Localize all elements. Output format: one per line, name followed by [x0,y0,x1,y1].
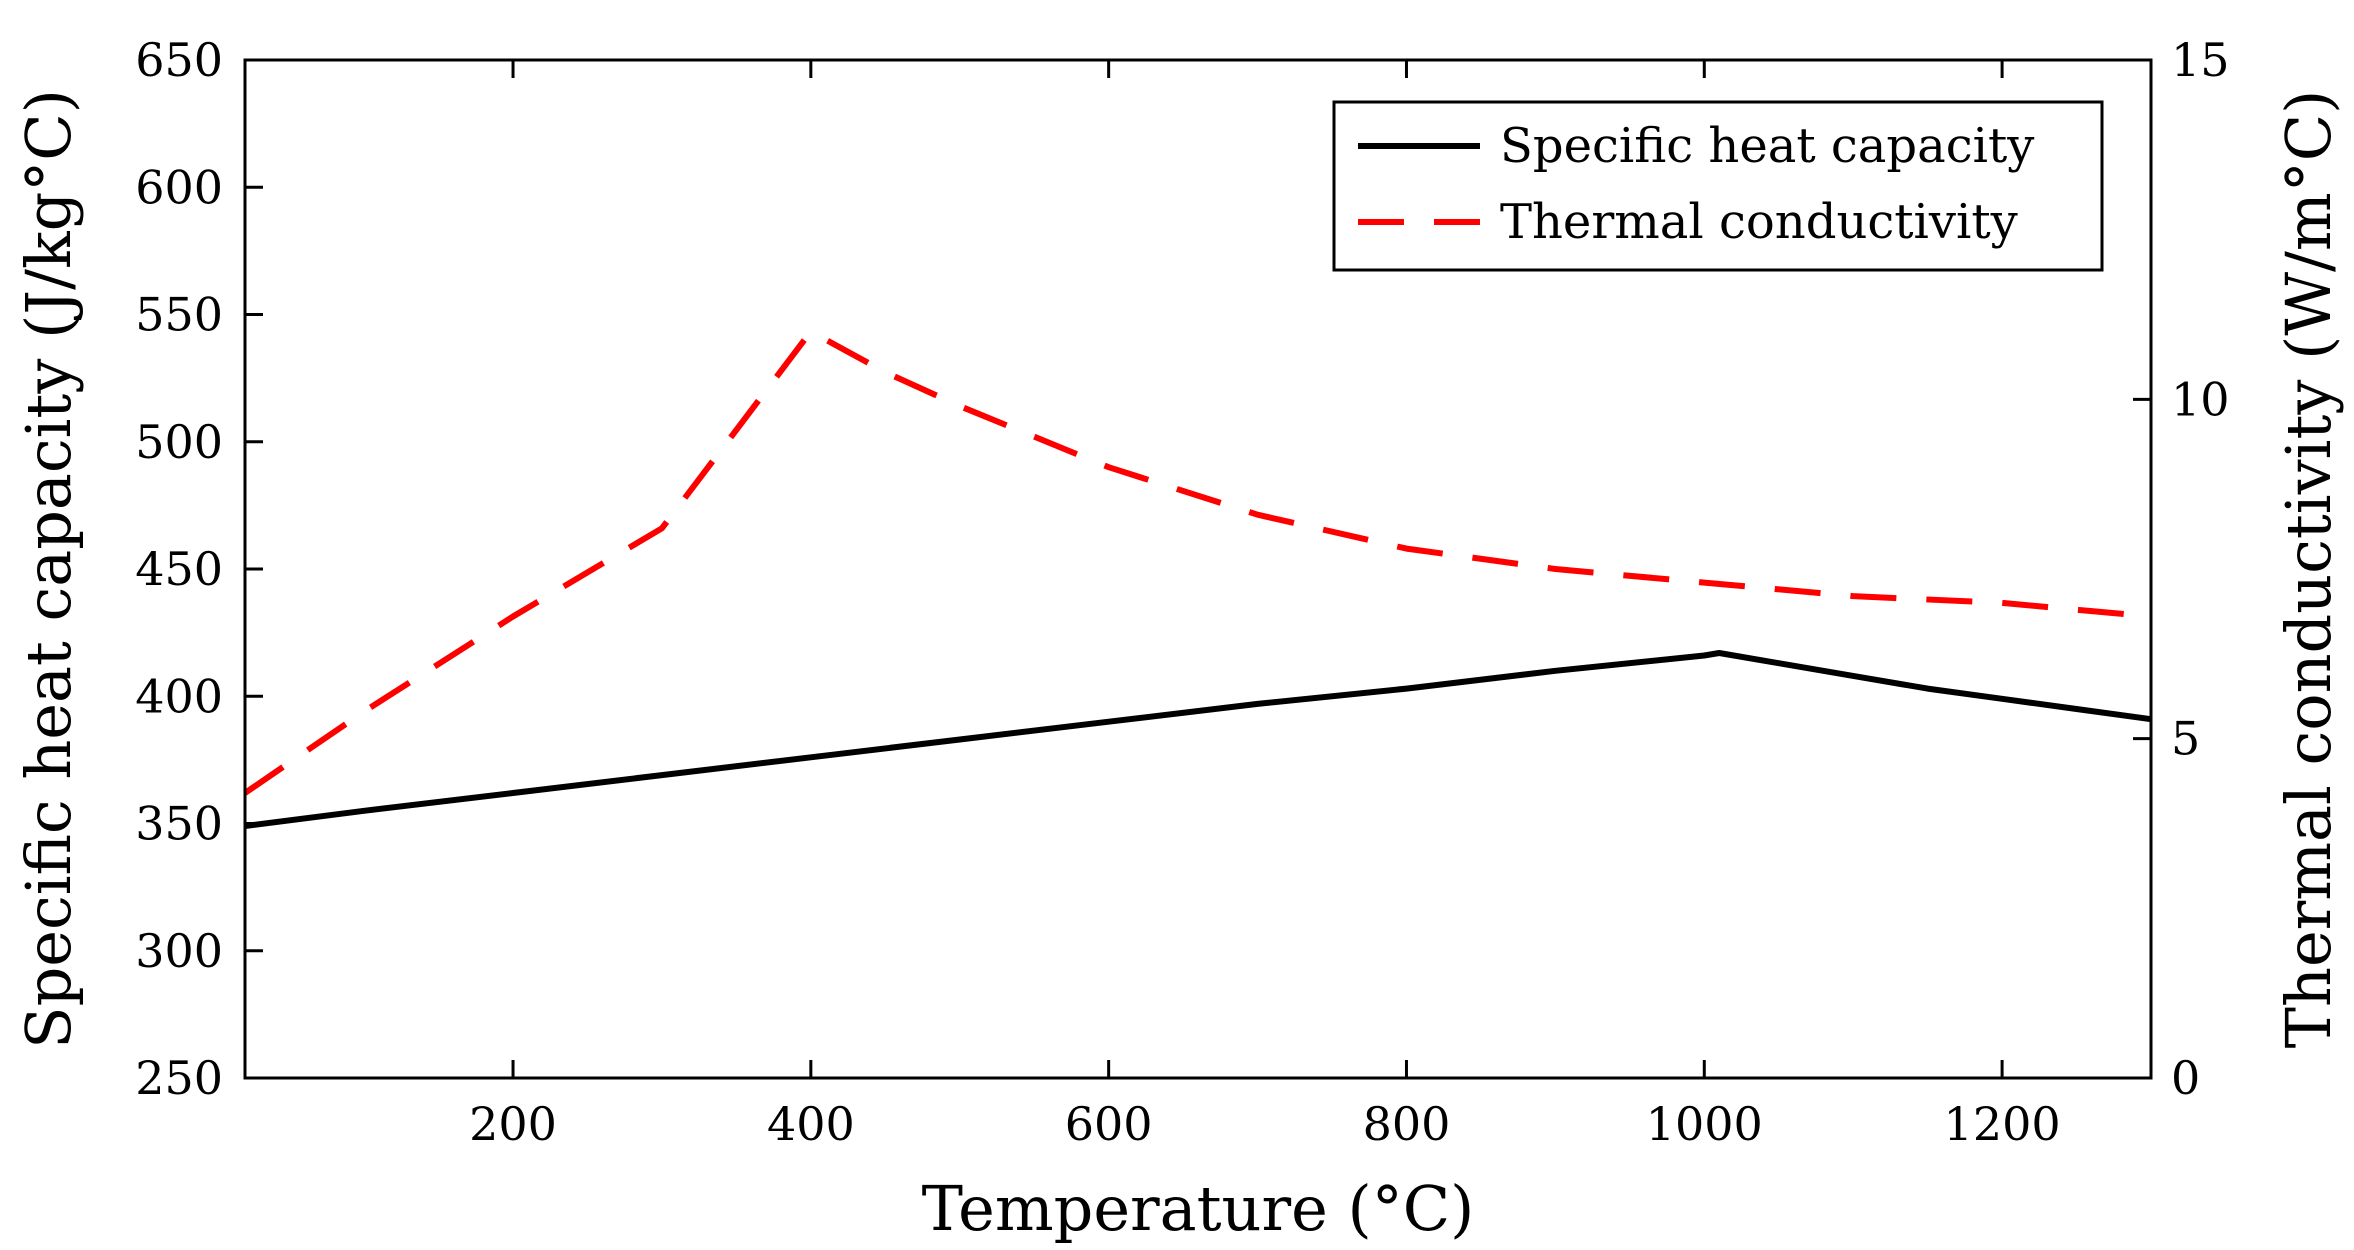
x-tick-label: 800 [1363,1097,1451,1151]
legend-label-specific-heat: Specific heat capacity [1500,118,2034,174]
ticks-layer: 200 400 600 800 1000 120025030035040045050055… [135,33,2229,1151]
y-left-tick-label: 650 [135,33,223,87]
legend: Specific heat capacity Thermal conductiv… [1332,100,2104,272]
x-tick-label: 600 [1065,1097,1153,1151]
y-right-tick-label: 0 [2171,1051,2200,1105]
series-line-specific-heat-capacity [244,650,2152,829]
y-left-tick-label: 450 [135,542,223,596]
series-layer [243,328,2152,829]
y-left-tick-label: 400 [135,669,223,723]
y-left-tick-label: 350 [135,797,223,851]
y-right-tick-label: 10 [2171,372,2230,426]
x-tick-label: 400 [767,1097,855,1151]
x-axis-label: Temperature (°C) [922,1172,1475,1245]
series-line-thermal-conductivity [243,328,2152,796]
y-right-tick-label: 5 [2171,712,2200,766]
x-tick-label: 200 [469,1097,557,1151]
legend-label-thermal-conductivity: Thermal conductivity [1500,194,2018,250]
y-left-tick-label: 600 [135,160,223,214]
y-left-tick-label: 500 [135,415,223,469]
y-axis-right-label: Thermal conductivity (W/m°C) [2272,90,2345,1049]
y-right-tick-label: 15 [2171,33,2230,87]
y-axis-left-label: Specific heat capacity (J/kg°C) [12,89,85,1049]
x-tick-label: 1000 [1646,1097,1763,1151]
y-left-tick-label: 300 [135,924,223,978]
y-left-tick-label: 550 [135,288,223,342]
x-tick-label: 1200 [1944,1097,2061,1151]
y-left-tick-label: 250 [135,1051,223,1105]
legend-box [1332,100,2104,272]
